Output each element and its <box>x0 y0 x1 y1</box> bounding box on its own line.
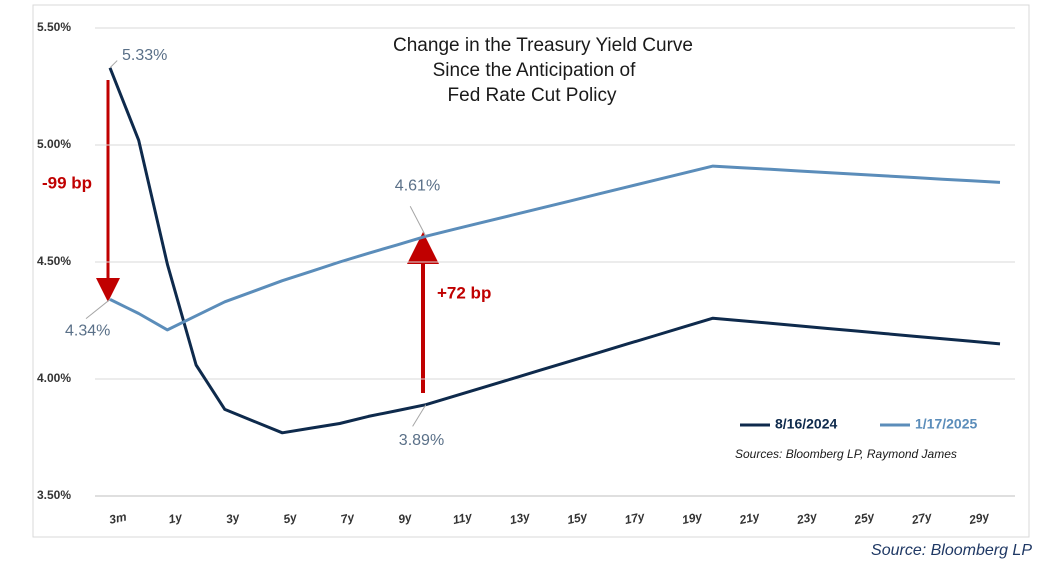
leader-line <box>109 60 118 69</box>
leader-line <box>409 206 427 237</box>
data-label: 4.34% <box>65 323 110 340</box>
data-label: 5.33% <box>122 47 167 64</box>
x-tick-label: 21y <box>737 509 762 527</box>
chart-title: Since the Anticipation of <box>433 60 637 81</box>
x-tick-label: 9y <box>397 510 414 527</box>
y-tick-label: 4.00% <box>37 371 71 385</box>
y-tick-label: 4.50% <box>37 254 71 268</box>
legend-label: 1/17/2025 <box>915 416 977 432</box>
source: Source: Bloomberg LP <box>871 542 1032 559</box>
x-tick-label: 25y <box>852 509 877 527</box>
x-tick-label: 15y <box>566 509 590 527</box>
series-line <box>109 164 1001 332</box>
leader-line <box>85 299 111 320</box>
chart-title: Change in the Treasury Yield Curve <box>393 35 693 56</box>
legend-label: 8/16/2024 <box>775 416 837 432</box>
annotation: +72 bp <box>437 283 491 302</box>
annotation: -99 bp <box>42 173 92 192</box>
y-tick-label: 5.50% <box>37 20 71 34</box>
leader-line <box>412 404 427 427</box>
y-tick-label: 5.00% <box>37 137 71 151</box>
note: Sources: Bloomberg LP, Raymond James <box>735 447 957 461</box>
chart-frame <box>32 4 1030 538</box>
x-tick-label: 7y <box>340 510 357 527</box>
x-tick-label: 11y <box>452 509 475 527</box>
x-tick-label: 1y <box>167 510 184 527</box>
x-tick-label: 13y <box>509 509 533 527</box>
x-tick-label: 17y <box>623 509 647 527</box>
data-label: 3.89% <box>399 432 444 449</box>
series-line <box>108 67 1001 435</box>
y-tick-label: 3.50% <box>37 488 71 502</box>
x-tick-label: 29y <box>967 509 992 527</box>
data-label: 4.61% <box>395 177 440 194</box>
x-tick-label: 19y <box>681 509 705 527</box>
x-tick-label: 5y <box>282 510 299 527</box>
x-tick-label: 27y <box>909 509 934 527</box>
chart-title: Fed Rate Cut Policy <box>448 85 617 106</box>
x-tick-label: 3m <box>108 509 128 526</box>
x-tick-label: 3y <box>225 510 242 527</box>
x-tick-label: 23y <box>795 509 820 527</box>
